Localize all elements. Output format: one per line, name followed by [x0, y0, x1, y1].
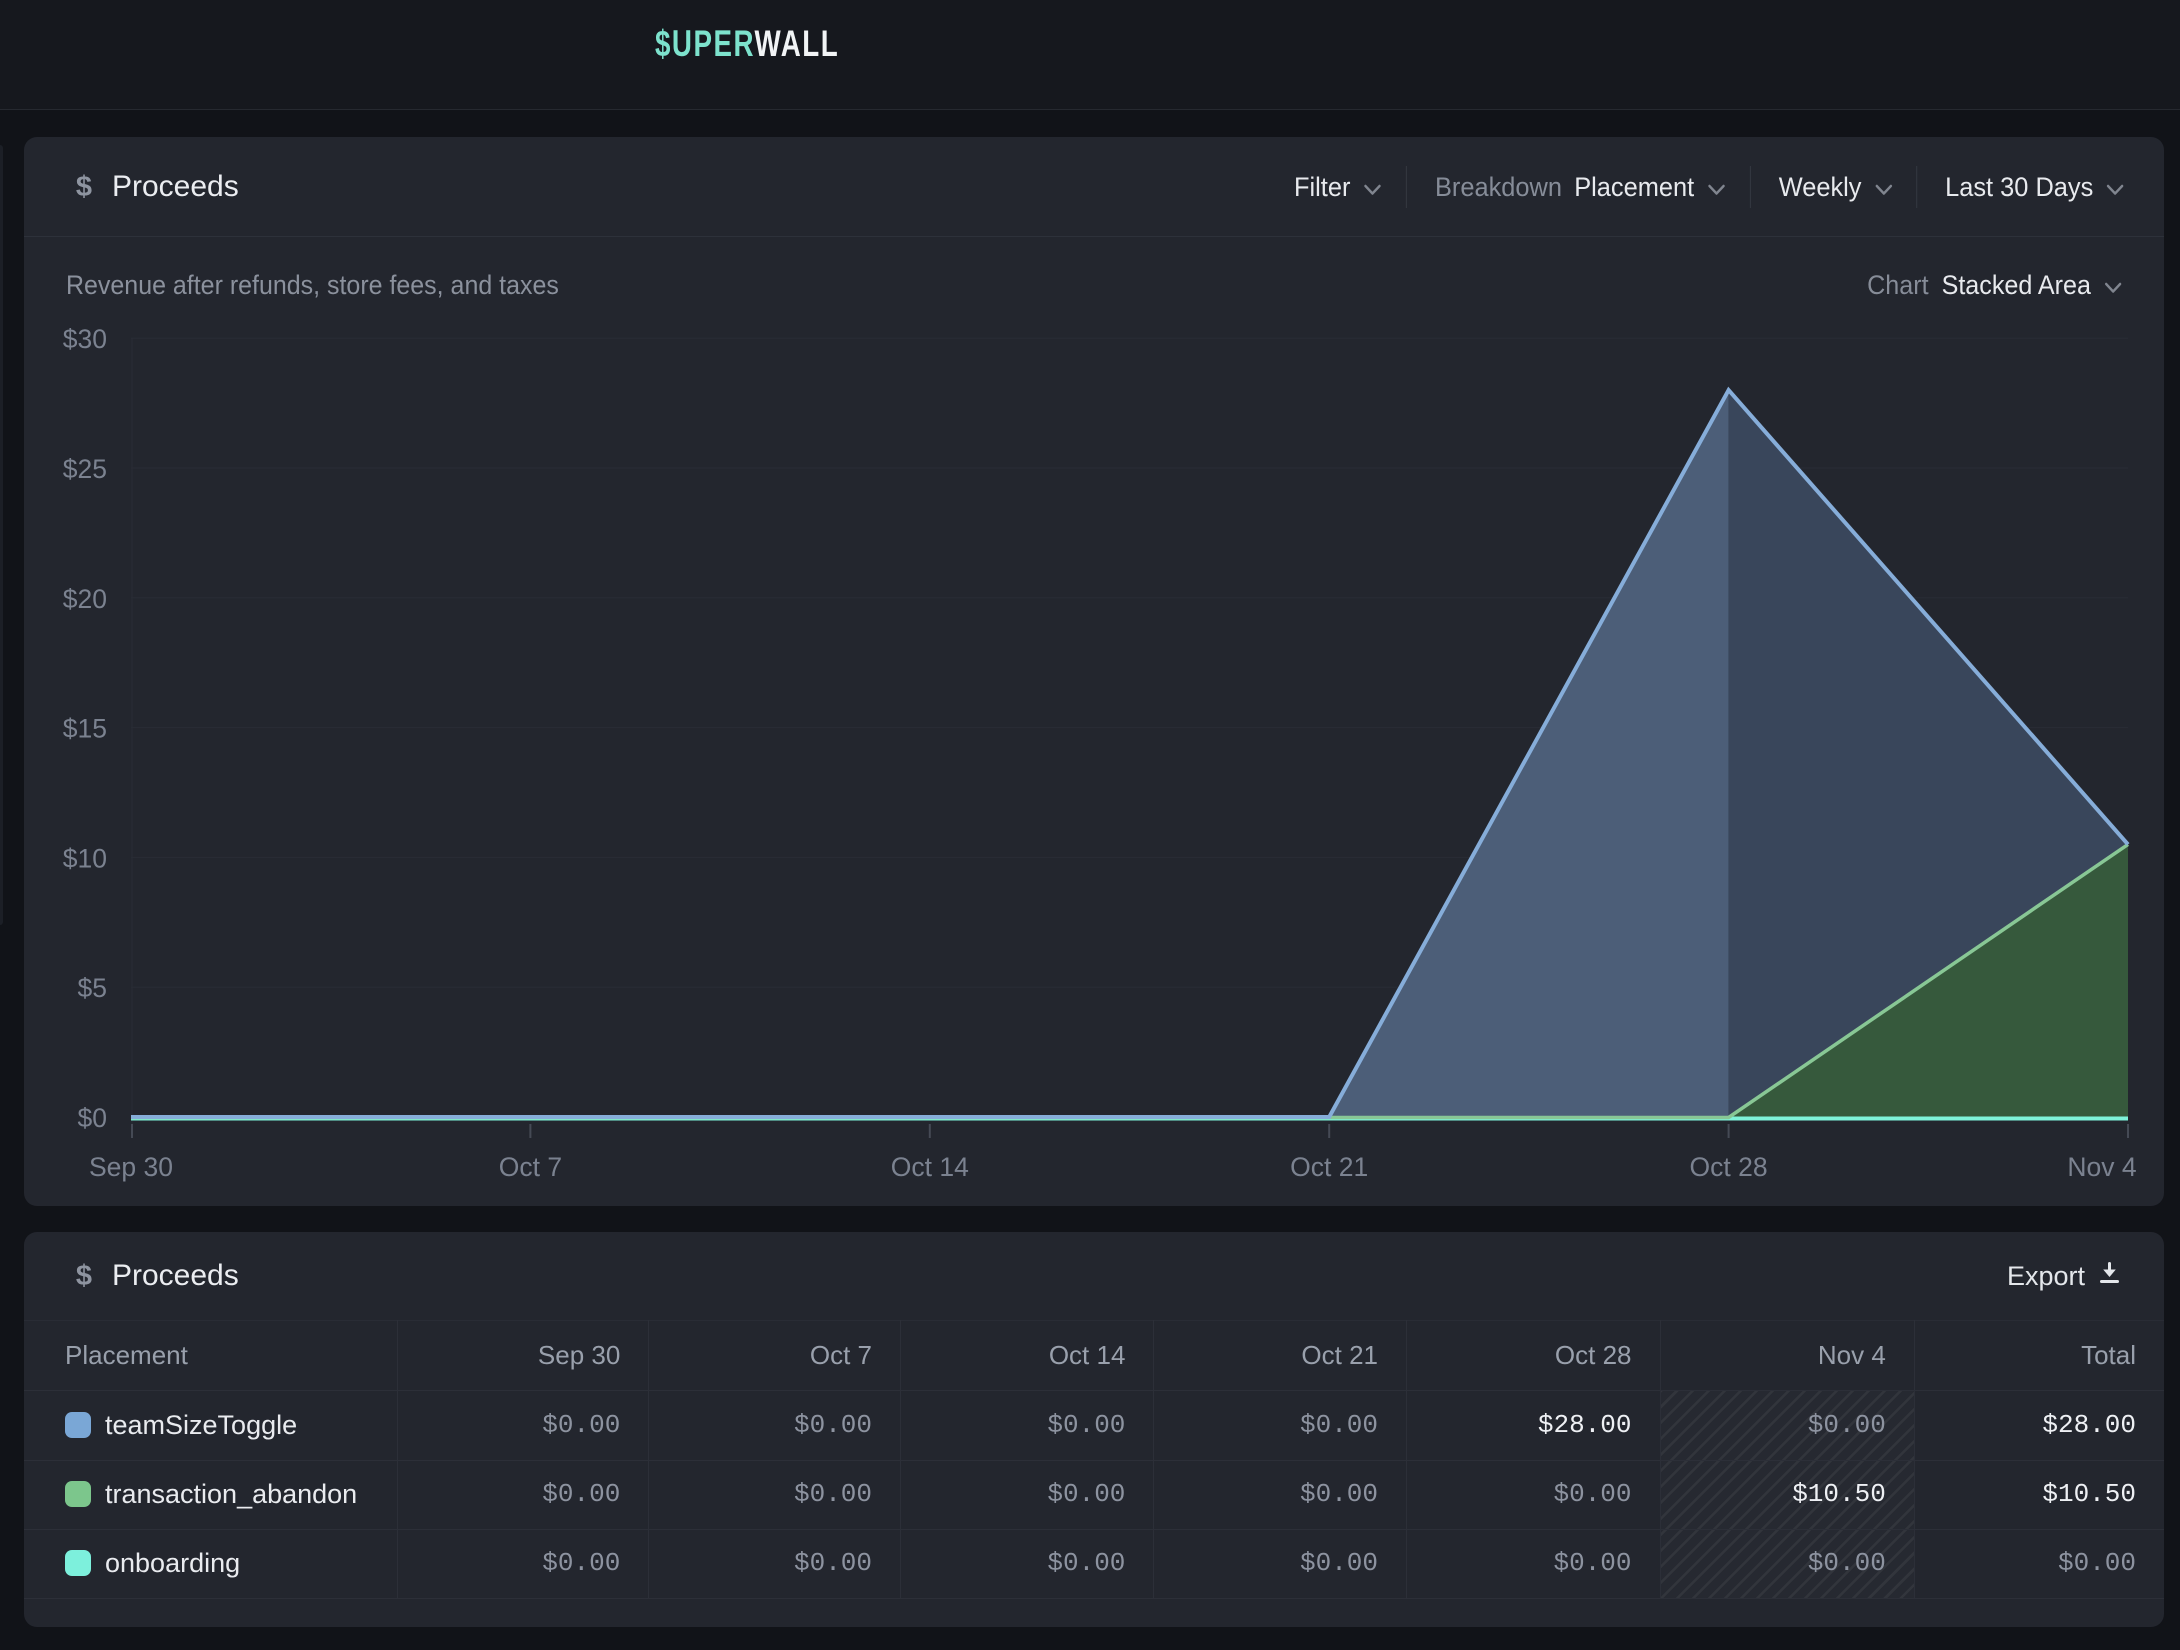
svg-text:$5: $5 — [78, 973, 107, 1003]
svg-text:$30: $30 — [63, 324, 107, 354]
svg-text:$20: $20 — [63, 584, 107, 614]
svg-text:Nov 4: Nov 4 — [2067, 1152, 2136, 1182]
svg-text:$0: $0 — [78, 1103, 107, 1133]
svg-text:$15: $15 — [63, 714, 107, 744]
svg-text:$10: $10 — [63, 843, 107, 873]
svg-text:$25: $25 — [63, 454, 107, 484]
svg-text:Sep 30: Sep 30 — [89, 1152, 173, 1182]
svg-text:Oct 28: Oct 28 — [1690, 1152, 1768, 1182]
svg-text:Oct 21: Oct 21 — [1290, 1152, 1368, 1182]
svg-text:Oct 7: Oct 7 — [499, 1152, 562, 1182]
svg-text:Oct 14: Oct 14 — [891, 1152, 969, 1182]
